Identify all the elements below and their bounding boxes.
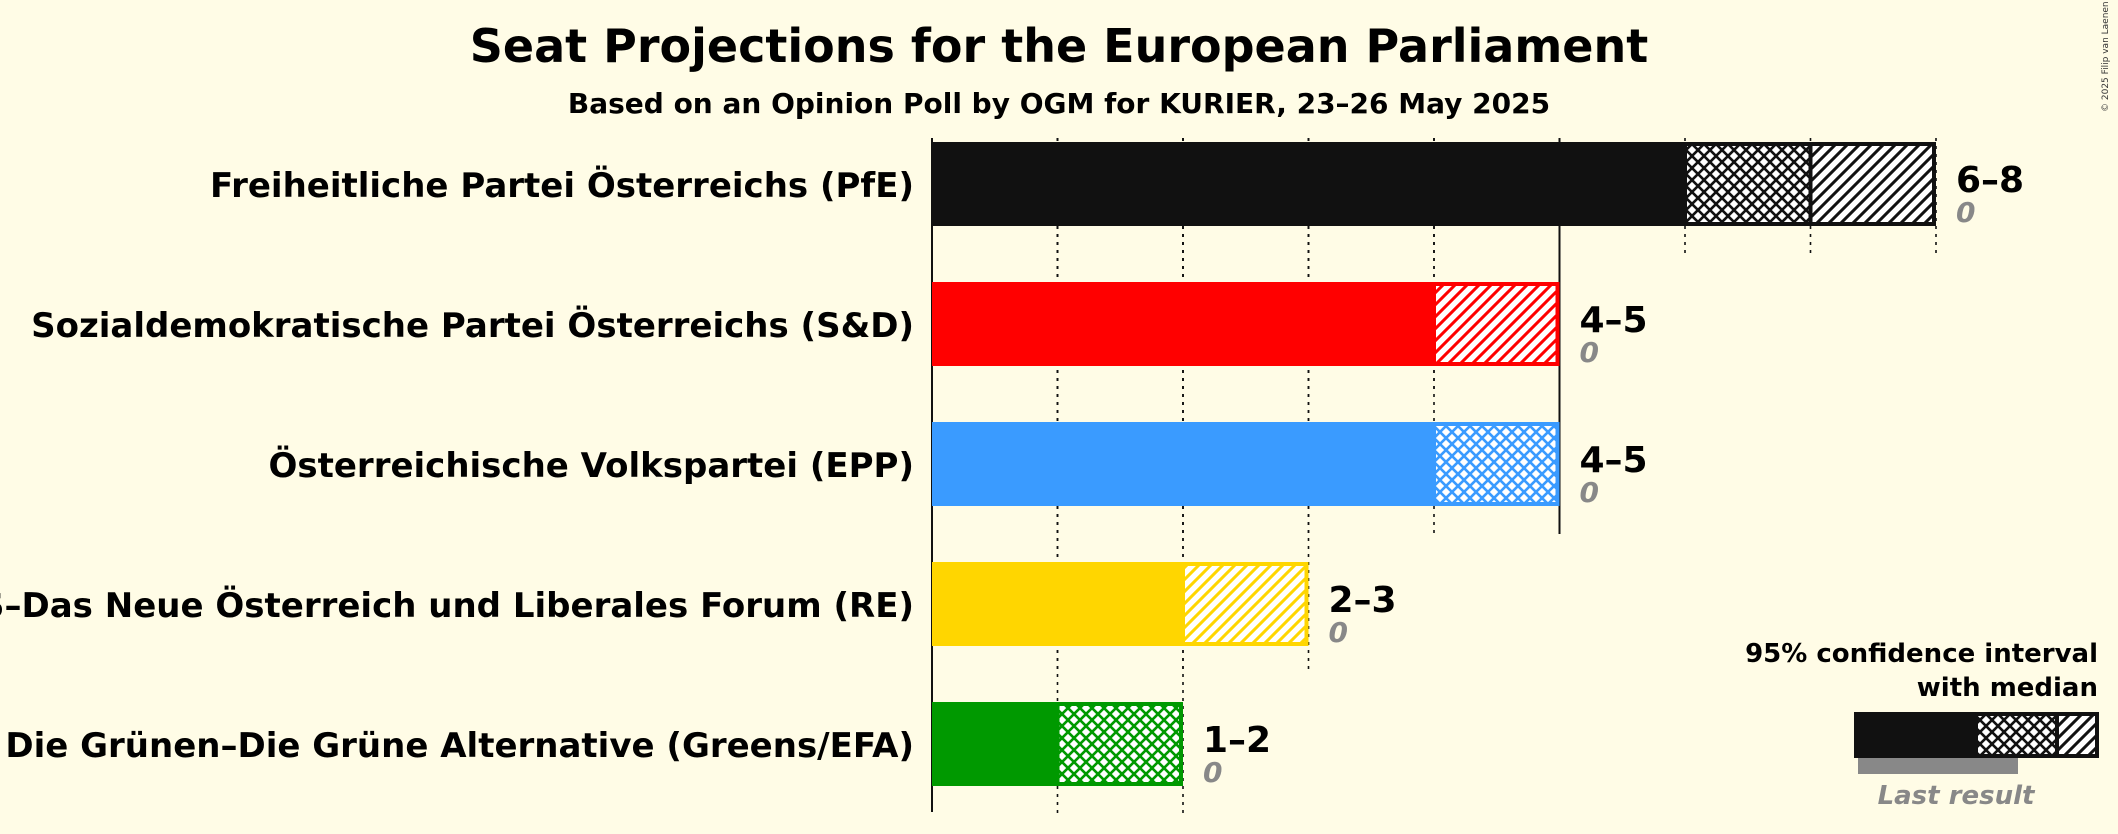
- chart-subtitle: Based on an Opinion Poll by OGM for KURI…: [568, 87, 1550, 120]
- legend-last-result-label: Last result: [1878, 781, 2036, 811]
- range-label: 4–5: [1580, 440, 1648, 481]
- legend-ci-line2: with median: [1917, 673, 2098, 703]
- last-result-label: 0: [1203, 756, 1222, 789]
- range-label: 4–5: [1580, 300, 1648, 341]
- bar-solid: [932, 422, 1434, 506]
- bar-solid: [932, 702, 1058, 786]
- bar-ci-outline: [1181, 562, 1309, 646]
- last-result-label: 0: [1580, 476, 1599, 509]
- legend-hatch-swatch: [2057, 714, 2097, 756]
- party-label: Die Grünen–Die Grüne Alternative (Greens…: [5, 726, 914, 766]
- bar-ci-outline: [1055, 702, 1183, 786]
- legend-solid-swatch: [1854, 712, 1976, 758]
- bar-solid: [932, 562, 1183, 646]
- bar-ci-lower: [1057, 702, 1183, 786]
- bar-ci-lower: [1685, 142, 1811, 226]
- bar-solid: [932, 282, 1434, 366]
- bar-ci-upper: [1810, 142, 1936, 226]
- party-label: Österreichische Volkspartei (EPP): [268, 445, 914, 486]
- range-label: 2–3: [1329, 580, 1397, 621]
- legend-crosshatch-swatch: [1976, 714, 2057, 756]
- chart-title: Seat Projections for the European Parlia…: [470, 19, 1648, 73]
- range-label: 6–8: [1956, 160, 2024, 201]
- bar-solid: [932, 142, 1685, 226]
- bar-ci-upper: [1183, 562, 1309, 646]
- bar-ci-outline: [1432, 282, 1560, 366]
- bar-ci-outline: [1432, 422, 1560, 506]
- party-label: Sozialdemokratische Partei Österreichs (…: [31, 305, 914, 346]
- party-label: Freiheitliche Partei Österreichs (PfE): [210, 165, 914, 206]
- legend-ci-outline: [1974, 712, 2099, 758]
- range-label: 1–2: [1203, 720, 1271, 761]
- copyright-notice: © 2025 Filip van Laenen: [2101, 1, 2111, 112]
- legend: 95% confidence interval with median Last…: [1745, 639, 2099, 811]
- last-result-label: 0: [1329, 616, 1348, 649]
- last-result-label: 0: [1580, 336, 1599, 369]
- party-label: NEOS–Das Neue Österreich und Liberales F…: [0, 585, 914, 626]
- bar-ci-upper: [1434, 282, 1560, 366]
- bar-ci-lower: [1434, 422, 1560, 506]
- last-result-label: 0: [1956, 196, 1975, 229]
- legend-ci-line1: 95% confidence interval: [1745, 639, 2098, 669]
